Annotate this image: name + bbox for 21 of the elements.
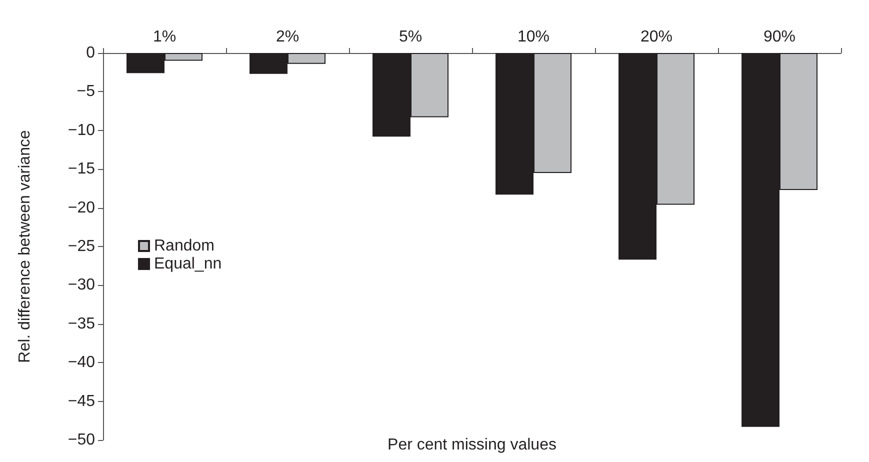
y-tick-label: −45 bbox=[68, 392, 96, 410]
y-tick-label: −40 bbox=[68, 354, 96, 372]
y-tick-label: −35 bbox=[68, 315, 96, 332]
x-tick-label: 20% bbox=[640, 28, 673, 46]
y-tick-label: −25 bbox=[68, 238, 96, 255]
y-tick-label: −50 bbox=[68, 432, 96, 448]
y-tick-label: −15 bbox=[68, 160, 96, 178]
y-tick-label: −30 bbox=[68, 276, 96, 294]
x-tick-label: 1% bbox=[152, 28, 176, 46]
x-tick-label: 5% bbox=[398, 28, 422, 46]
x-axis-title: Per cent missing values bbox=[388, 436, 556, 454]
x-tick-label: 90% bbox=[763, 28, 796, 46]
x-tick-label: 10% bbox=[517, 28, 550, 46]
y-tick-label: −10 bbox=[68, 122, 96, 139]
legend-label: Random bbox=[154, 238, 214, 254]
y-tick-label: −20 bbox=[68, 199, 96, 216]
y-tick-label: 0 bbox=[86, 44, 96, 62]
x-tick-label: 2% bbox=[276, 28, 300, 46]
y-tick-label: −5 bbox=[76, 83, 96, 100]
y-axis-title: Rel. difference between variance bbox=[16, 130, 34, 363]
legend-label: Equal_nn bbox=[154, 256, 222, 272]
